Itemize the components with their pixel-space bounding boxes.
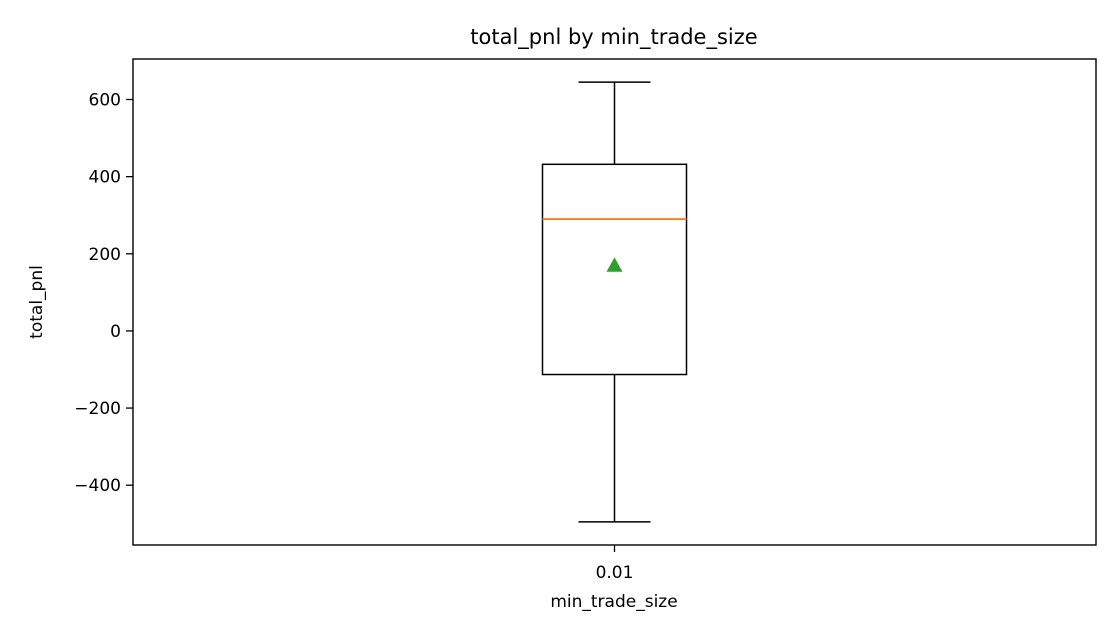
mean-marker [606,257,623,272]
y-tick-label: 200 [89,245,121,265]
y-tick-label: 400 [89,168,121,188]
iqr-box [541,163,688,376]
y-tick-label: −200 [74,399,121,419]
x-tick-label: 0.01 [596,563,634,583]
axes-frame [132,58,1097,546]
y-tick-label: 600 [89,91,121,111]
plot-layer: −400 −200 0 200 400 600 0.01 [74,81,688,583]
y-tick-label: −400 [74,476,121,496]
y-axis-label: total_pnl [27,265,47,339]
y-tick-label: 0 [110,322,121,342]
x-axis-label: min_trade_size [550,592,677,612]
chart-title: total_pnl by min_trade_size [470,25,757,50]
